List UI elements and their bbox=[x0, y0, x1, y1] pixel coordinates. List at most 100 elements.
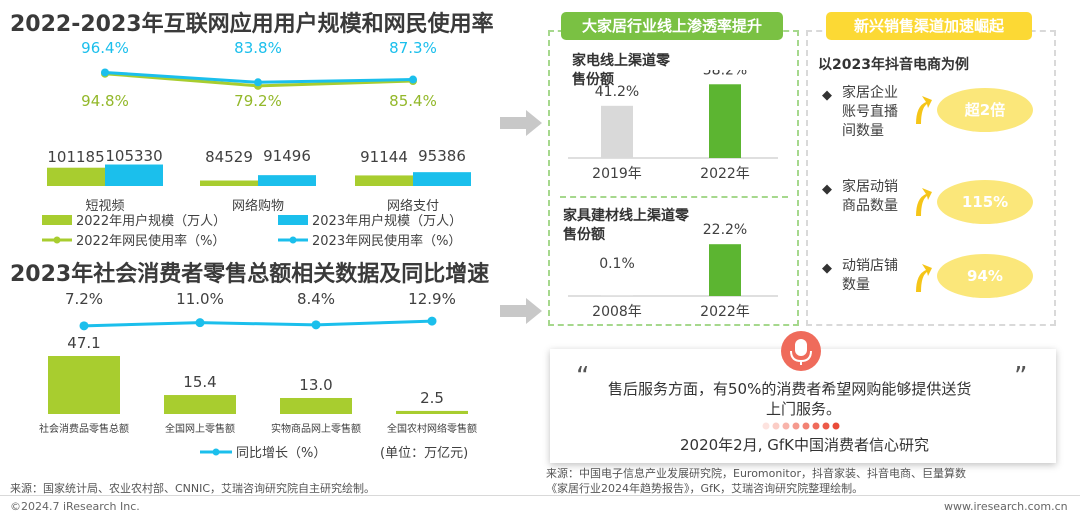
category-label: 全国农村网络零售额 bbox=[387, 422, 477, 435]
panel-divider bbox=[560, 196, 788, 198]
legend-label: 同比增长（%） bbox=[236, 446, 326, 461]
source-right-2: 《家居行业2024年趋势报告》，GfK，艾瑞咨询研究院整理绘制。 bbox=[546, 482, 864, 495]
bar-value-label: 95386 bbox=[418, 147, 466, 165]
up-arrow-icon bbox=[916, 264, 932, 292]
bar bbox=[396, 410, 468, 414]
bar bbox=[47, 167, 105, 186]
series-line bbox=[83, 319, 433, 328]
legend-swatch bbox=[278, 215, 308, 225]
bar bbox=[601, 105, 633, 158]
bar-value-label: 22.2% bbox=[703, 222, 747, 238]
bar bbox=[413, 172, 471, 186]
furniture-chart: 0.1% 2008年 22.2% 2022年 bbox=[568, 222, 778, 320]
arrow-icon bbox=[500, 298, 542, 324]
divider-dot bbox=[822, 422, 830, 430]
bar bbox=[258, 175, 316, 186]
item-1-label: 家居企业 账号直播 间数量 bbox=[842, 85, 898, 139]
item-3-value: 94% bbox=[937, 254, 1033, 298]
line-value-label: 11.0% bbox=[176, 290, 224, 308]
yellow-panel-header: 新兴销售渠道加速崛起 bbox=[826, 12, 1032, 40]
bar-value-label: 101185 bbox=[47, 148, 104, 166]
category-label: 短视频 bbox=[85, 199, 124, 214]
category-label: 社会消费品零售总额 bbox=[39, 422, 129, 435]
appliance-chart-title: 家电线上渠道零售份额 bbox=[572, 53, 670, 88]
bar-value-label: 47.1 bbox=[67, 334, 100, 352]
legend-swatch bbox=[212, 448, 220, 456]
divider-dot bbox=[792, 422, 800, 430]
bar-value-label: 2.5 bbox=[420, 389, 444, 407]
up-arrow-icon bbox=[916, 96, 932, 124]
bar bbox=[709, 244, 741, 296]
category-label: 实物商品网上零售额 bbox=[271, 422, 361, 435]
quote-open-mark: “ bbox=[576, 362, 590, 392]
item-2-label: 家居动销 商品数量 bbox=[842, 179, 898, 214]
category-label: 2022年 bbox=[700, 166, 750, 182]
category-label: 网络购物 bbox=[232, 198, 284, 214]
line-value-label: 83.8% bbox=[234, 39, 282, 57]
top-chart-title: 2022-2023年互联网应用用户规模和网民使用率 bbox=[10, 12, 494, 37]
line-value-label: 7.2% bbox=[65, 290, 103, 308]
series-point bbox=[254, 78, 262, 87]
quote-line-1: 售后服务方面，有50%的消费者希望网购能够提供送货 bbox=[608, 380, 972, 398]
bar-value-label: 84529 bbox=[205, 148, 253, 166]
line-value-label: 79.2% bbox=[234, 92, 282, 110]
legend-label: 2022年网民使用率（%） bbox=[76, 233, 225, 249]
appliance-chart: 41.2% 2019年 58.2% 2022年 bbox=[568, 70, 778, 182]
quote-line-2: 上门服务。 bbox=[766, 400, 842, 418]
line-value-label: 94.8% bbox=[81, 92, 129, 110]
arrow-icon bbox=[500, 110, 542, 136]
diamond-bullet-icon: ◆ bbox=[822, 261, 832, 276]
divider-dot bbox=[762, 422, 770, 430]
legend-swatch bbox=[289, 236, 297, 244]
series-point bbox=[195, 318, 205, 328]
bar-value-label: 15.4 bbox=[183, 373, 216, 391]
item-1-value: 超2倍 bbox=[937, 88, 1033, 132]
line-value-label: 12.9% bbox=[408, 290, 456, 308]
category-label: 2008年 bbox=[592, 304, 642, 320]
green-panel-header: 大家居行业线上渗透率提升 bbox=[561, 12, 783, 40]
item-2-value: 115% bbox=[937, 180, 1033, 224]
footer-url: www.iresearch.com.cn bbox=[944, 500, 1068, 513]
footer-divider bbox=[0, 495, 1080, 496]
legend-swatch bbox=[53, 236, 61, 244]
category-label: 网络支付 bbox=[387, 198, 439, 214]
category-label: 2022年 bbox=[700, 304, 750, 320]
dots-divider bbox=[762, 422, 840, 430]
bar-value-label: 91496 bbox=[263, 147, 311, 165]
top-chart: 101185 105330 短视频 84529 91496 网络购物 91144 95386 网… bbox=[42, 39, 471, 249]
legend-label: 2023年网民使用率（%） bbox=[312, 233, 461, 249]
bar-value-label: 41.2% bbox=[595, 84, 639, 100]
yellow-panel-subtitle: 以2023年抖音电商为例 bbox=[818, 57, 969, 73]
series-point bbox=[79, 321, 89, 331]
legend-label: 2023年用户规模（万人） bbox=[312, 213, 462, 229]
bottom-chart-title: 2023年社会消费者零售总额相关数据及同比增速 bbox=[10, 262, 490, 287]
series-point bbox=[311, 320, 321, 330]
source-right-1: 来源：中国电子信息产业发展研究院，Euromonitor，抖音家装、抖音电商、巨… bbox=[546, 467, 966, 480]
bar bbox=[200, 180, 258, 186]
bar bbox=[164, 395, 236, 414]
bar-value-label: 13.0 bbox=[299, 376, 332, 394]
series-point bbox=[101, 68, 109, 77]
bottom-chart: 47.1 社会消费品零售总额 15.4 全国网上零售额 13.0 实物商品网上零售额 2.5… bbox=[39, 290, 477, 461]
category-label: 2019年 bbox=[592, 166, 642, 182]
bar-value-label: 0.1% bbox=[599, 256, 635, 272]
bar bbox=[709, 84, 741, 158]
divider-dot bbox=[802, 422, 810, 430]
divider-dot bbox=[772, 422, 780, 430]
bar bbox=[48, 356, 120, 414]
up-arrow-icon bbox=[916, 188, 932, 216]
footer-copyright: ©2024.7 iResearch Inc. bbox=[10, 500, 140, 513]
bar bbox=[105, 164, 163, 186]
bar-value-label: 105330 bbox=[105, 147, 162, 165]
source-left: 来源：国家统计局、农业农村部、CNNIC，艾瑞咨询研究院自主研究绘制。 bbox=[10, 482, 376, 495]
legend-label: 2022年用户规模（万人） bbox=[76, 213, 226, 229]
line-value-label: 85.4% bbox=[389, 92, 437, 110]
divider-dot bbox=[832, 422, 840, 430]
divider-dot bbox=[782, 422, 790, 430]
diamond-bullet-icon: ◆ bbox=[822, 88, 832, 103]
quote-attribution: 2020年2月, GfK中国消费者信心研究 bbox=[680, 436, 929, 454]
unit-note: (单位：万亿元) bbox=[380, 446, 468, 461]
category-label: 全国网上零售额 bbox=[165, 422, 235, 435]
item-3-label: 动销店铺 数量 bbox=[842, 258, 898, 293]
diamond-bullet-icon: ◆ bbox=[822, 182, 832, 197]
